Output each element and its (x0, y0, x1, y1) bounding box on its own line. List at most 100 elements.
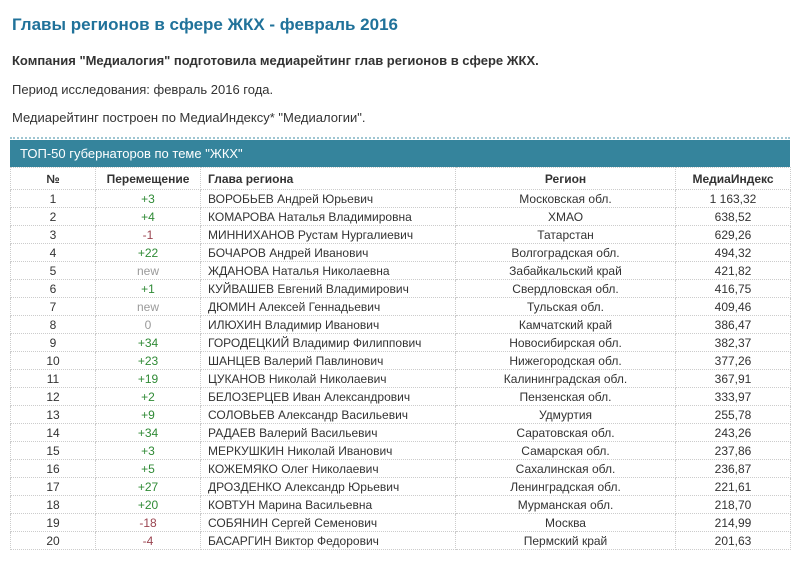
name-cell: КОВТУН Марина Васильевна (200, 495, 456, 514)
rank-cell: 14 (10, 423, 96, 442)
name-cell: БЕЛОЗЕРЦЕВ Иван Александрович (200, 387, 456, 406)
name-cell: ДРОЗДЕНКО Александр Юрьевич (200, 477, 456, 496)
rank-cell: 6 (10, 279, 96, 298)
index-cell: 629,26 (675, 225, 791, 244)
header-region: Регион (455, 167, 676, 190)
rank-cell: 12 (10, 387, 96, 406)
movement-cell: +19 (95, 369, 201, 388)
region-cell: Волгоградская обл. (455, 243, 676, 262)
table-row: 4 +22 БОЧАРОВ Андрей Иванович Волгоградская… (10, 243, 791, 262)
table-row: 18 +20 КОВТУН Марина Васильевна Мурманская … (10, 495, 791, 514)
header-rank: № (10, 167, 96, 190)
movement-cell: +1 (95, 279, 201, 298)
name-cell: ЖДАНОВА Наталья Николаевна (200, 261, 456, 280)
name-cell: ШАНЦЕВ Валерий Павлинович (200, 351, 456, 370)
region-cell: Нижегородская обл. (455, 351, 676, 370)
table-row: 13 +9 СОЛОВЬЕВ Александр Васильевич Удмурти… (10, 405, 791, 424)
region-cell: Сахалинская обл. (455, 459, 676, 478)
table-row: 11 +19 ЦУКАНОВ Николай Николаевич Калинингр… (10, 369, 791, 388)
table-body: 1 +3 ВОРОБЬЕВ Андрей Юрьевич Московская обл… (10, 189, 791, 550)
name-cell: БАСАРГИН Виктор Федорович (200, 531, 456, 550)
intro-paragraph: Компания "Медиалогия" подготовила медиар… (12, 53, 539, 68)
region-cell: Московская обл. (455, 189, 676, 208)
section-divider (10, 137, 790, 139)
movement-cell: -4 (95, 531, 201, 550)
movement-cell: +23 (95, 351, 201, 370)
name-cell: ВОРОБЬЕВ Андрей Юрьевич (200, 189, 456, 208)
movement-cell: +34 (95, 333, 201, 352)
rank-cell: 2 (10, 207, 96, 226)
table-row: 15 +3 МЕРКУШКИН Николай Иванович Самарская … (10, 441, 791, 460)
table-row: 1 +3 ВОРОБЬЕВ Андрей Юрьевич Московская обл… (10, 189, 791, 208)
index-cell: 333,97 (675, 387, 791, 406)
name-cell: МЕРКУШКИН Николай Иванович (200, 441, 456, 460)
table-header-row: № Перемещение Глава региона Регион Медиа… (10, 167, 791, 190)
movement-cell: 0 (95, 315, 201, 334)
movement-cell: +27 (95, 477, 201, 496)
table-row: 16 +5 КОЖЕМЯКО Олег Николаевич Сахалинская … (10, 459, 791, 478)
rating-table: № Перемещение Глава региона Регион Медиа… (10, 167, 791, 550)
name-cell: ДЮМИН Алексей Геннадьевич (200, 297, 456, 316)
rank-cell: 1 (10, 189, 96, 208)
name-cell: ГОРОДЕЦКИЙ Владимир Филиппович (200, 333, 456, 352)
table-row: 6 +1 КУЙВАШЕВ Евгений Владимирович Свердлов… (10, 279, 791, 298)
index-cell: 409,46 (675, 297, 791, 316)
movement-cell: +9 (95, 405, 201, 424)
table-row: 5 new ЖДАНОВА Наталья Николаевна Забайкальс… (10, 261, 791, 280)
index-cell: 255,78 (675, 405, 791, 424)
movement-cell: +20 (95, 495, 201, 514)
index-cell: 201,63 (675, 531, 791, 550)
region-cell: Калининградская обл. (455, 369, 676, 388)
rank-cell: 17 (10, 477, 96, 496)
index-cell: 386,47 (675, 315, 791, 334)
name-cell: ИЛЮХИН Владимир Иванович (200, 315, 456, 334)
movement-cell: +5 (95, 459, 201, 478)
region-cell: Мурманская обл. (455, 495, 676, 514)
page-title: Главы регионов в сфере ЖКХ - февраль 201… (12, 15, 398, 34)
table-row: 9 +34 ГОРОДЕЦКИЙ Владимир Филиппович Новоси… (10, 333, 791, 352)
region-cell: Пензенская обл. (455, 387, 676, 406)
rank-cell: 5 (10, 261, 96, 280)
header-movement: Перемещение (95, 167, 201, 190)
table-row: 3 -1 МИННИХАНОВ Рустам Нургалиевич Татарста… (10, 225, 791, 244)
region-cell: ХМАО (455, 207, 676, 226)
rank-cell: 7 (10, 297, 96, 316)
name-cell: РАДАЕВ Валерий Васильевич (200, 423, 456, 442)
index-cell: 236,87 (675, 459, 791, 478)
region-cell: Татарстан (455, 225, 676, 244)
index-cell: 214,99 (675, 513, 791, 532)
name-cell: МИННИХАНОВ Рустам Нургалиевич (200, 225, 456, 244)
index-cell: 377,26 (675, 351, 791, 370)
header-index: МедиаИндекс (675, 167, 791, 190)
index-cell: 218,70 (675, 495, 791, 514)
table-row: 7 new ДЮМИН Алексей Геннадьевич Тульская об… (10, 297, 791, 316)
region-cell: Забайкальский край (455, 261, 676, 280)
name-cell: СОЛОВЬЕВ Александр Васильевич (200, 405, 456, 424)
table-row: 10 +23 ШАНЦЕВ Валерий Павлинович Нижегородс… (10, 351, 791, 370)
index-cell: 221,61 (675, 477, 791, 496)
region-cell: Самарская обл. (455, 441, 676, 460)
table-row: 17 +27 ДРОЗДЕНКО Александр Юрьевич Ленингра… (10, 477, 791, 496)
table-row: 20 -4 БАСАРГИН Виктор Федорович Пермский кр… (10, 531, 791, 550)
movement-cell: new (95, 261, 201, 280)
name-cell: СОБЯНИН Сергей Семенович (200, 513, 456, 532)
index-cell: 243,26 (675, 423, 791, 442)
rank-cell: 13 (10, 405, 96, 424)
rank-cell: 3 (10, 225, 96, 244)
header-name: Глава региона (200, 167, 456, 190)
region-cell: Камчатский край (455, 315, 676, 334)
rank-cell: 20 (10, 531, 96, 550)
region-cell: Москва (455, 513, 676, 532)
index-cell: 638,52 (675, 207, 791, 226)
region-cell: Пермский край (455, 531, 676, 550)
name-cell: КУЙВАШЕВ Евгений Владимирович (200, 279, 456, 298)
index-cell: 237,86 (675, 441, 791, 460)
table-row: 2 +4 КОМАРОВА Наталья Владимировна ХМАО 638,… (10, 207, 791, 226)
region-cell: Свердловская обл. (455, 279, 676, 298)
movement-cell: +3 (95, 189, 201, 208)
method-paragraph: Медиарейтинг построен по МедиаИндексу* "… (12, 110, 366, 125)
period-paragraph: Период исследования: февраль 2016 года. (12, 82, 274, 97)
rank-cell: 8 (10, 315, 96, 334)
movement-cell: new (95, 297, 201, 316)
table-row: 19 -18 СОБЯНИН Сергей Семенович Москва 214,9… (10, 513, 791, 532)
